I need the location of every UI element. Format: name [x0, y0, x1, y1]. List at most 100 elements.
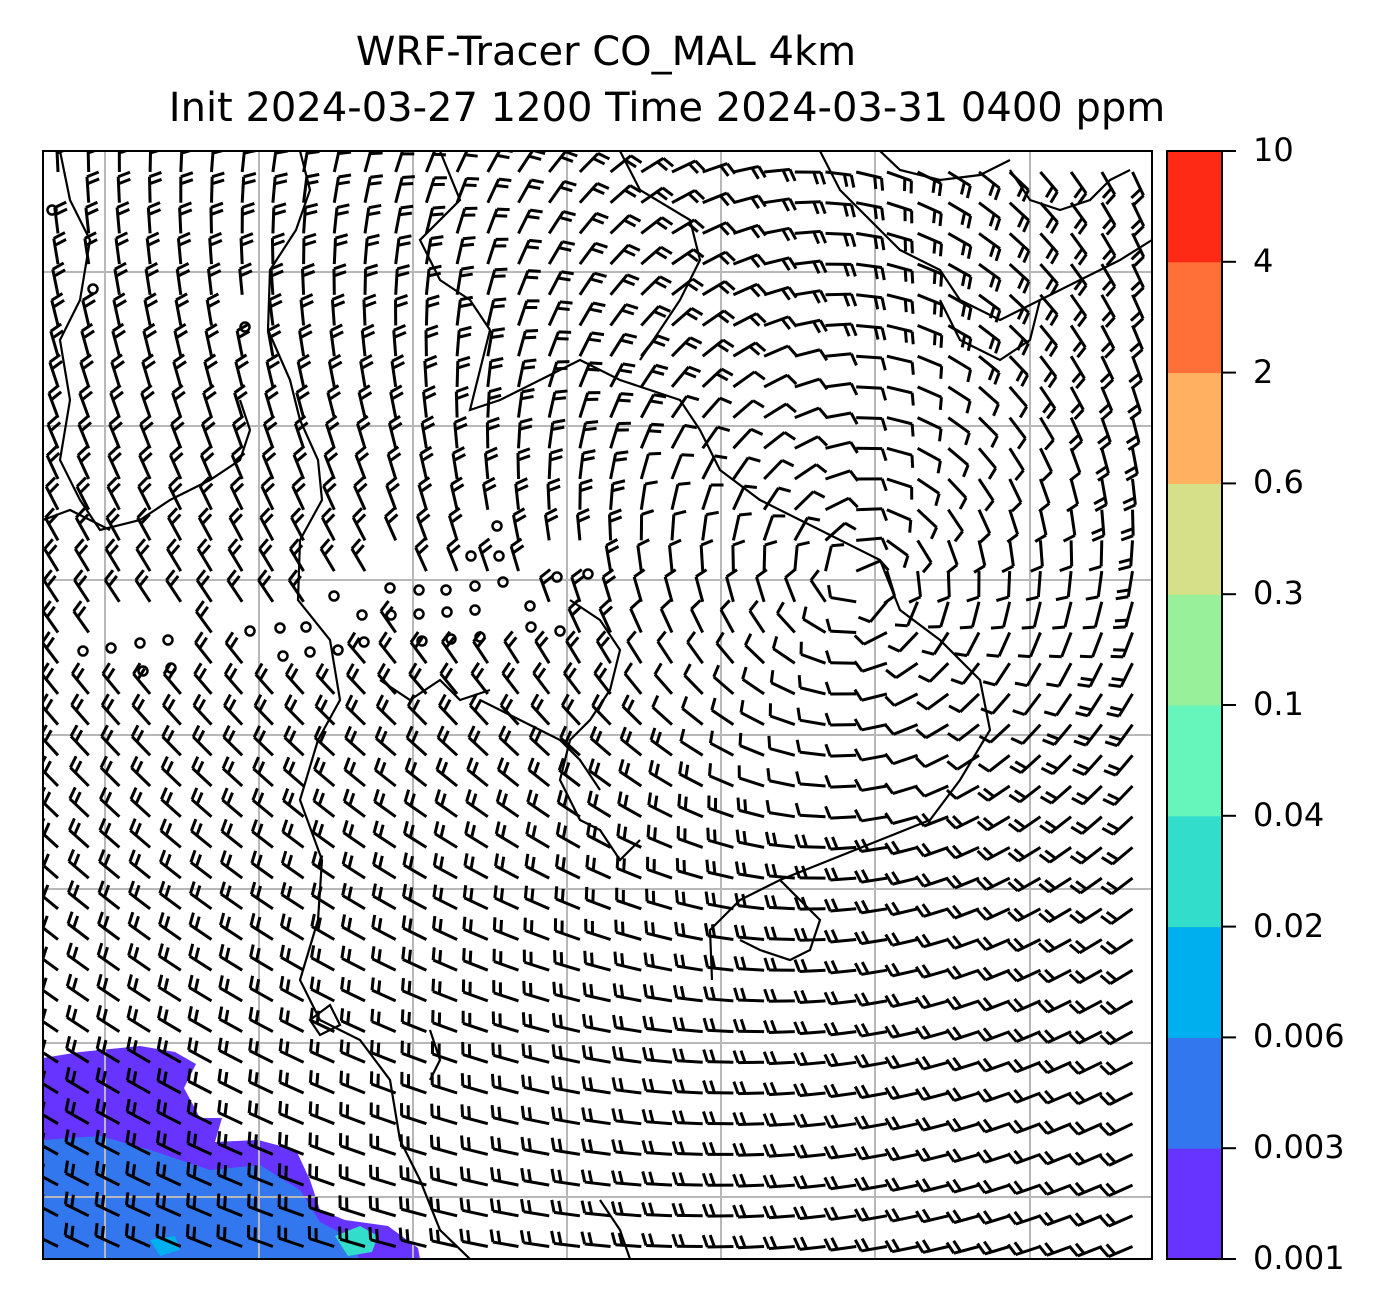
wind-barb: [978, 324, 1002, 354]
wind-barb: [253, 693, 274, 726]
wind-barb: [1040, 754, 1073, 776]
wind-barb: [744, 633, 766, 665]
wind-barb: [194, 631, 213, 665]
wind-barb: [486, 327, 506, 357]
wind-barb: [763, 459, 795, 481]
wind-barb: [49, 322, 64, 357]
wind-barb: [447, 506, 463, 541]
wind-barb: [160, 755, 182, 788]
wind-barb: [725, 568, 738, 603]
wind-barb: [1106, 693, 1134, 718]
wind-barb: [172, 353, 187, 388]
wind-barb: [161, 724, 182, 757]
wind-barb: [74, 507, 91, 542]
wind-barb: [203, 353, 218, 388]
wind-barb: [43, 662, 60, 695]
wind-barb: [570, 568, 585, 603]
wind-barb: [886, 385, 915, 406]
wind-barb: [69, 724, 90, 757]
wind-barb: [732, 427, 764, 450]
wind-barb: [439, 662, 459, 695]
wind-barb: [776, 601, 796, 634]
calm-marker: [137, 665, 149, 677]
wind-barb: [50, 292, 65, 326]
wind-barb: [332, 173, 352, 203]
wind-barb: [825, 440, 859, 454]
wind-barb: [322, 476, 337, 511]
wind-barb: [763, 402, 797, 419]
wind-barb: [639, 422, 664, 449]
wind-barb: [618, 758, 643, 788]
wind-barb: [191, 724, 213, 757]
wind-barb: [269, 262, 284, 295]
wind-barb: [291, 476, 306, 511]
wind-barb: [670, 423, 698, 450]
wind-barb: [947, 354, 973, 383]
wind-barb: [651, 695, 674, 726]
wind-barb: [1008, 170, 1030, 203]
calm-marker: [77, 645, 89, 657]
wind-barb: [486, 177, 512, 204]
wind-barb: [701, 454, 728, 480]
wind-barb: [113, 261, 128, 296]
wind-barb: [947, 201, 973, 229]
wind-barb: [699, 539, 714, 572]
wind-barb: [229, 476, 245, 511]
wind-barb: [376, 662, 397, 695]
wind-barb: [719, 599, 735, 634]
wind-barb: [853, 778, 888, 792]
wind-barb: [686, 630, 704, 665]
wind-barb: [884, 752, 919, 766]
wind-barb: [162, 662, 182, 695]
wind-barb: [853, 660, 888, 673]
wind-barb: [386, 445, 402, 480]
wind-barb: [797, 675, 826, 696]
wind-barb: [171, 384, 186, 419]
wind-barb: [302, 232, 317, 265]
wind-barb: [853, 688, 888, 702]
wind-barb: [80, 322, 95, 357]
wind-barb: [950, 662, 981, 686]
wind-barb: [292, 445, 308, 480]
wind-barb: [146, 201, 162, 234]
wind-barb: [1130, 171, 1145, 206]
wind-barb: [755, 568, 768, 603]
wind-barb: [298, 323, 313, 357]
wind-barb: [134, 569, 152, 603]
wind-barb: [578, 331, 605, 357]
wind-barb: [679, 728, 704, 757]
wind-barb: [1120, 509, 1135, 542]
wind-barb: [451, 446, 467, 480]
wind-barb: [143, 292, 159, 326]
wind-barb: [990, 601, 1012, 630]
wind-barb: [233, 384, 248, 419]
wind-barb: [917, 385, 943, 411]
wind-barb: [548, 151, 578, 173]
wind-barb: [1100, 324, 1116, 359]
wind-barb: [977, 478, 995, 512]
wind-barb: [389, 384, 404, 418]
wind-barb: [45, 445, 61, 480]
wind-barb: [265, 353, 281, 388]
wind-barb: [417, 476, 433, 511]
wind-barb: [809, 569, 827, 603]
wind-barb: [824, 712, 857, 727]
wind-barb: [917, 232, 944, 257]
wind-barb: [609, 332, 638, 357]
wind-barb: [978, 723, 1011, 744]
wind-barb: [671, 189, 706, 205]
wind-barb: [547, 240, 576, 265]
wind-barb: [1062, 509, 1077, 543]
wind-barb: [702, 250, 736, 266]
wind-barb: [117, 151, 130, 173]
wind-barb: [855, 262, 886, 281]
wind-barb: [486, 207, 510, 234]
wind-barb: [373, 757, 397, 788]
wind-barb: [1110, 631, 1134, 659]
wind-barb: [670, 365, 702, 388]
wind-barb: [455, 206, 478, 234]
wind-barb: [1039, 416, 1055, 451]
wind-barb: [986, 631, 1012, 658]
wind-barb: [978, 293, 1002, 323]
wind-barb: [1104, 723, 1134, 748]
